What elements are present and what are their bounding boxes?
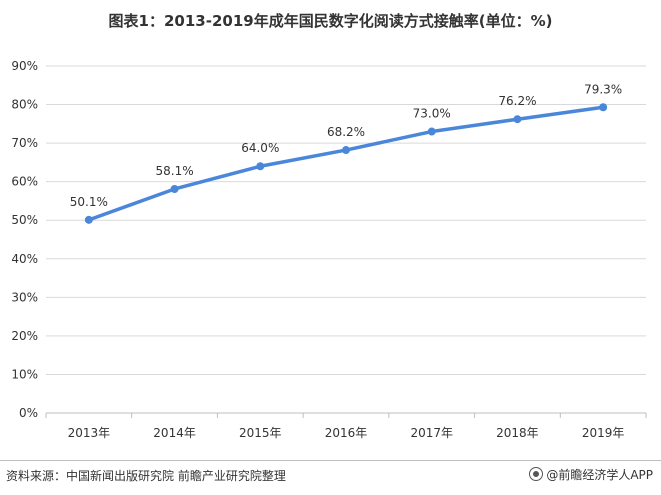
brand-label: @前瞻经济学人APP bbox=[546, 468, 653, 482]
x-tick-label: 2014年 bbox=[153, 426, 196, 440]
data-point bbox=[342, 146, 350, 155]
data-point bbox=[84, 215, 93, 224]
data-label: 64.0% bbox=[241, 141, 279, 155]
data-label: 79.3% bbox=[584, 82, 622, 96]
data-point bbox=[513, 115, 522, 124]
source-note: 资料来源：中国新闻出版研究院 前瞻产业研究院整理 bbox=[6, 469, 286, 483]
y-tick-label: 70% bbox=[11, 136, 38, 150]
brand-credit: @前瞻经济学人APP bbox=[529, 466, 653, 483]
x-tick-label: 2017年 bbox=[410, 426, 453, 440]
data-label: 68.2% bbox=[327, 125, 365, 139]
data-point bbox=[427, 127, 436, 136]
data-point bbox=[170, 184, 179, 193]
data-label: 76.2% bbox=[498, 94, 536, 108]
brand-logo-icon bbox=[529, 467, 544, 481]
data-point bbox=[256, 162, 265, 171]
line-chart: 0% 10% 20% 30% 40% 50% 60% 70% 80% 90% 2013年 2014年 2… bbox=[11, 59, 647, 440]
y-tick-label: 10% bbox=[11, 367, 38, 381]
footer-divider bbox=[0, 460, 661, 461]
y-tick-label: 30% bbox=[11, 290, 38, 304]
y-tick-label: 90% bbox=[11, 59, 38, 73]
y-tick-label: 80% bbox=[11, 98, 38, 112]
y-tick-label: 40% bbox=[11, 252, 38, 266]
data-label: 58.1% bbox=[156, 164, 194, 178]
data-point bbox=[599, 103, 608, 112]
y-tick-label: 50% bbox=[11, 213, 38, 227]
y-tick-label: 60% bbox=[11, 175, 38, 189]
data-label: 50.1% bbox=[70, 195, 108, 209]
y-tick-label: 20% bbox=[11, 329, 38, 343]
data-label: 73.0% bbox=[413, 107, 451, 121]
y-tick-label: 0% bbox=[19, 406, 38, 420]
chart-title: 图表1：2013-2019年成年国民数字化阅读方式接触率(单位：%) bbox=[108, 12, 553, 30]
x-tick-label: 2015年 bbox=[239, 426, 282, 440]
x-tick-label: 2019年 bbox=[582, 426, 625, 440]
x-tick-label: 2013年 bbox=[68, 426, 111, 440]
x-tick-label: 2018年 bbox=[496, 426, 539, 440]
x-tick-label: 2016年 bbox=[325, 426, 368, 440]
